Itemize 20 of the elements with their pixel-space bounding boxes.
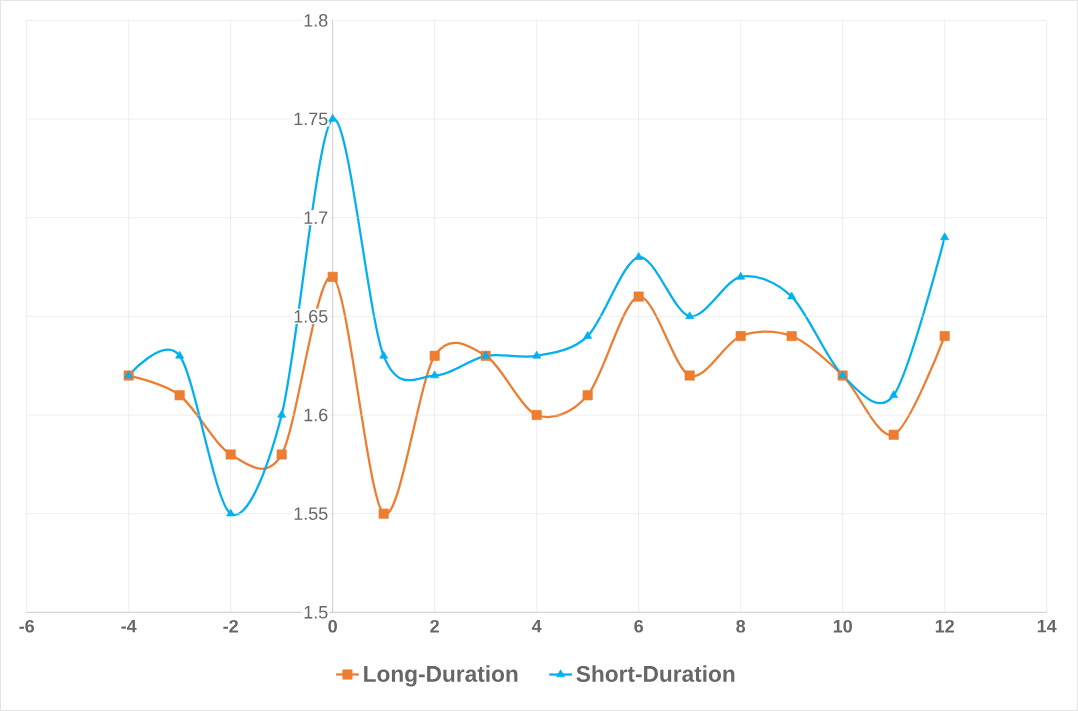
y-tick-label: 1.65 — [294, 309, 328, 323]
x-tick-label: 8 — [736, 619, 746, 633]
x-tick-label: -2 — [223, 619, 238, 633]
x-tick-label: 6 — [634, 619, 644, 633]
y-tick-label: 1.7 — [304, 211, 328, 224]
x-tick-label: 12 — [935, 619, 954, 633]
legend-label: Long-Duration — [364, 665, 518, 687]
x-tick-label: 10 — [833, 619, 852, 633]
x-tick-label: -6 — [19, 619, 35, 633]
x-tick-label: -4 — [121, 619, 137, 633]
x-tick-label: 14 — [1037, 619, 1057, 633]
x-tick-label: 4 — [531, 619, 542, 633]
x-tick-label: 2 — [430, 619, 439, 633]
x-tick-label: 0 — [328, 619, 337, 633]
y-tick-label: 1.55 — [294, 507, 328, 520]
y-tick-label: 1.5 — [304, 606, 328, 619]
y-tick-label: 1.75 — [294, 112, 328, 126]
y-tick-label: 1.8 — [304, 13, 328, 27]
y-tick-label: 1.6 — [304, 408, 328, 422]
legend-label: Short-Duration — [576, 665, 735, 682]
